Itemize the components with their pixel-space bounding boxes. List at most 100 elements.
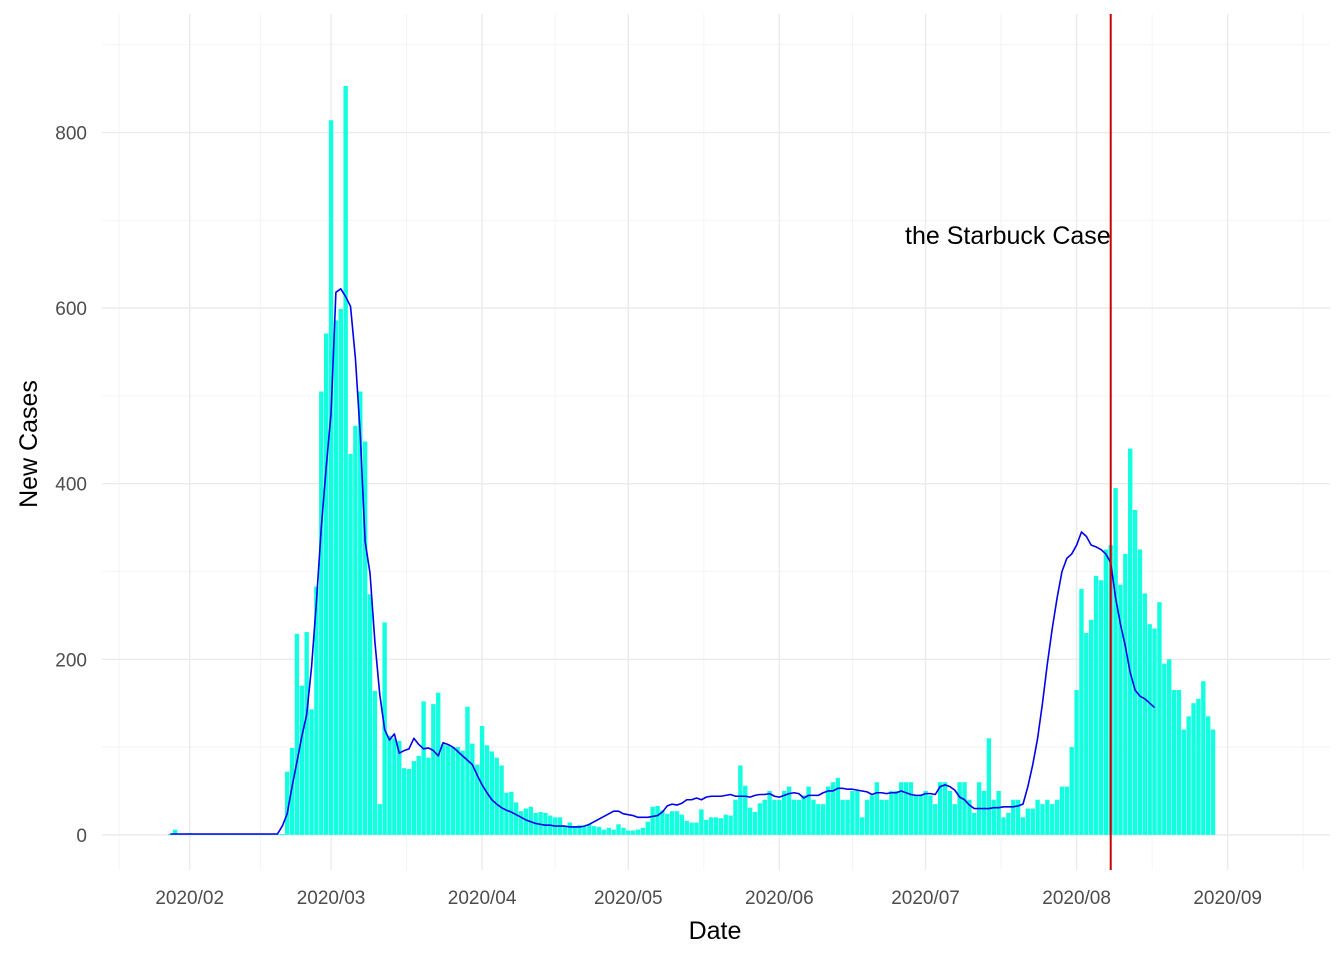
bar xyxy=(674,811,680,835)
bar xyxy=(358,391,363,835)
bar xyxy=(962,782,967,835)
bar xyxy=(738,765,743,835)
bar xyxy=(1196,698,1201,835)
bar xyxy=(411,761,417,835)
bar xyxy=(1132,510,1138,835)
bar xyxy=(499,765,504,835)
bar xyxy=(323,333,329,835)
bar xyxy=(299,685,304,835)
bar xyxy=(850,790,855,835)
bar xyxy=(289,747,295,835)
bar xyxy=(908,782,914,835)
bar xyxy=(952,804,957,835)
bar xyxy=(338,308,343,835)
bar xyxy=(1069,747,1074,835)
bar xyxy=(314,586,319,835)
bar xyxy=(479,726,485,835)
bar xyxy=(903,782,909,835)
bar xyxy=(733,799,738,835)
bar xyxy=(981,790,987,835)
bar xyxy=(1171,690,1177,835)
bar xyxy=(1001,817,1006,835)
bar xyxy=(387,735,392,835)
bar xyxy=(1074,690,1079,835)
bar xyxy=(489,751,495,835)
bar xyxy=(1113,488,1118,835)
bar xyxy=(1118,584,1123,835)
bar xyxy=(528,806,534,835)
bar xyxy=(830,782,836,835)
bar xyxy=(972,812,977,835)
bar xyxy=(504,792,509,835)
bar xyxy=(1045,799,1050,835)
bar xyxy=(923,790,928,835)
bar xyxy=(362,441,368,835)
bar xyxy=(1181,729,1187,835)
bar xyxy=(538,812,543,835)
bar xyxy=(465,706,470,835)
bar xyxy=(1162,663,1167,835)
bar xyxy=(884,799,889,835)
bar xyxy=(689,822,694,835)
bar xyxy=(1079,589,1084,835)
bar xyxy=(1064,786,1070,835)
bar xyxy=(1147,624,1152,835)
bar xyxy=(655,805,660,835)
line-series xyxy=(170,287,1156,835)
bar xyxy=(1186,716,1191,835)
x-tick-label: 2020/08 xyxy=(1042,888,1111,909)
bar xyxy=(328,120,334,835)
bar xyxy=(957,782,962,835)
bar xyxy=(582,826,587,835)
bar xyxy=(616,824,621,835)
x-tick-label: 2020/05 xyxy=(594,888,663,909)
bar xyxy=(772,799,777,835)
bar xyxy=(1084,632,1089,835)
y-tick-label: 0 xyxy=(76,826,87,847)
bar xyxy=(440,744,446,835)
bar xyxy=(343,85,348,835)
bar xyxy=(1050,804,1055,835)
bar xyxy=(791,799,797,835)
bar xyxy=(840,799,845,835)
y-axis-title: New Cases xyxy=(15,380,43,508)
bar xyxy=(699,809,704,835)
annotation-label: the Starbuck Case xyxy=(905,222,1111,250)
bar xyxy=(1059,786,1065,835)
bar xyxy=(947,790,953,835)
bar xyxy=(855,790,860,835)
bar xyxy=(889,790,894,835)
bar xyxy=(942,782,948,835)
x-tick-label: 2020/09 xyxy=(1193,888,1262,909)
bar xyxy=(587,824,592,835)
bar xyxy=(284,771,290,835)
bar xyxy=(825,786,831,835)
bar xyxy=(353,425,358,835)
bar xyxy=(455,747,460,835)
bar xyxy=(377,804,382,835)
bar xyxy=(986,738,992,835)
bar xyxy=(660,810,665,835)
bar xyxy=(723,814,728,835)
bar xyxy=(879,799,884,835)
bar xyxy=(752,812,758,835)
bar xyxy=(874,782,880,835)
bar xyxy=(445,745,451,835)
bar xyxy=(811,799,816,835)
bar xyxy=(728,815,733,835)
bar xyxy=(426,757,431,835)
x-tick-label: 2020/02 xyxy=(155,888,224,909)
bar xyxy=(1123,553,1128,835)
x-tick-label: 2020/07 xyxy=(891,888,960,909)
bar xyxy=(1137,549,1143,835)
bar xyxy=(645,821,650,835)
bar xyxy=(543,812,548,835)
bar xyxy=(708,817,714,835)
bar xyxy=(596,826,602,835)
bar xyxy=(665,813,670,835)
bar xyxy=(704,819,709,835)
y-axis-ticks: 0 200 400 600 800 xyxy=(55,124,87,847)
bar xyxy=(1011,799,1016,835)
bar xyxy=(514,802,519,835)
